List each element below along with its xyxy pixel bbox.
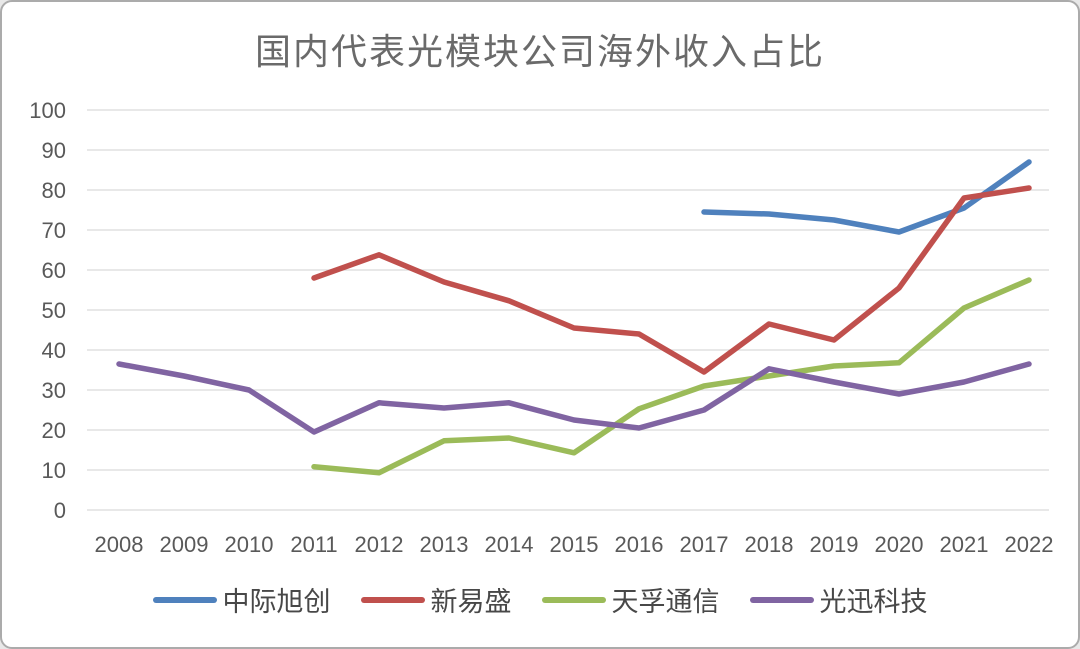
legend-label-4: 光迅科技 [819, 587, 928, 618]
y-axis-tick-label: 100 [29, 98, 66, 123]
x-axis-tick-label: 2015 [550, 532, 599, 557]
x-axis-tick-label: 2009 [160, 532, 209, 557]
x-axis-tick-label: 2012 [355, 532, 404, 557]
series-line-4 [116, 361, 1032, 435]
series-line-1 [701, 159, 1032, 235]
legend-swatch-2 [360, 596, 425, 603]
x-axis-tick-label: 2008 [95, 532, 144, 557]
legend-label-2: 新易盛 [430, 587, 512, 618]
y-axis-tick-label: 30 [42, 378, 66, 403]
legend-label-1: 中际旭创 [222, 587, 331, 618]
chart-title: 国内代表光模块公司海外收入占比 [254, 32, 825, 73]
x-axis-tick-label: 2019 [810, 532, 859, 557]
x-axis-tick-label: 2020 [875, 532, 924, 557]
legend-swatch-1 [152, 596, 217, 603]
legend-swatch-3 [541, 596, 606, 603]
legend-item-3: 天孚通信 [541, 580, 720, 619]
x-axis-tick-label: 2022 [1005, 532, 1054, 557]
series-line-3 [311, 277, 1032, 476]
y-axis-tick-label: 50 [42, 298, 66, 323]
y-axis-tick-label: 90 [42, 138, 66, 163]
y-axis-tick-label: 0 [54, 498, 66, 523]
x-axis-tick-label: 2011 [290, 532, 337, 557]
y-axis-tick-label: 40 [42, 338, 66, 363]
y-axis-tick-label: 20 [42, 418, 66, 443]
series-line-2 [311, 185, 1032, 375]
y-axis-tick-label: 10 [42, 458, 66, 483]
x-axis-tick-label: 2021 [940, 532, 989, 557]
legend-item-1: 中际旭创 [152, 580, 331, 619]
y-axis-tick-label: 80 [42, 178, 66, 203]
legend-swatch-4 [749, 596, 814, 603]
x-axis-tick-label: 2010 [225, 532, 274, 557]
y-axis-tick-label: 60 [42, 258, 66, 283]
legend: 中际旭创 新易盛 天孚通信 光迅科技 [2, 580, 1078, 619]
x-axis-tick-label: 2016 [615, 532, 664, 557]
x-axis-tick-label: 2018 [745, 532, 794, 557]
legend-item-4: 光迅科技 [749, 580, 928, 619]
legend-label-3: 天孚通信 [611, 587, 720, 618]
y-axis-tick-label: 70 [42, 218, 66, 243]
x-axis-tick-label: 2013 [420, 532, 469, 557]
legend-item-2: 新易盛 [360, 580, 512, 619]
x-axis-tick-label: 2017 [680, 532, 729, 557]
x-axis-tick-label: 2014 [485, 532, 534, 557]
